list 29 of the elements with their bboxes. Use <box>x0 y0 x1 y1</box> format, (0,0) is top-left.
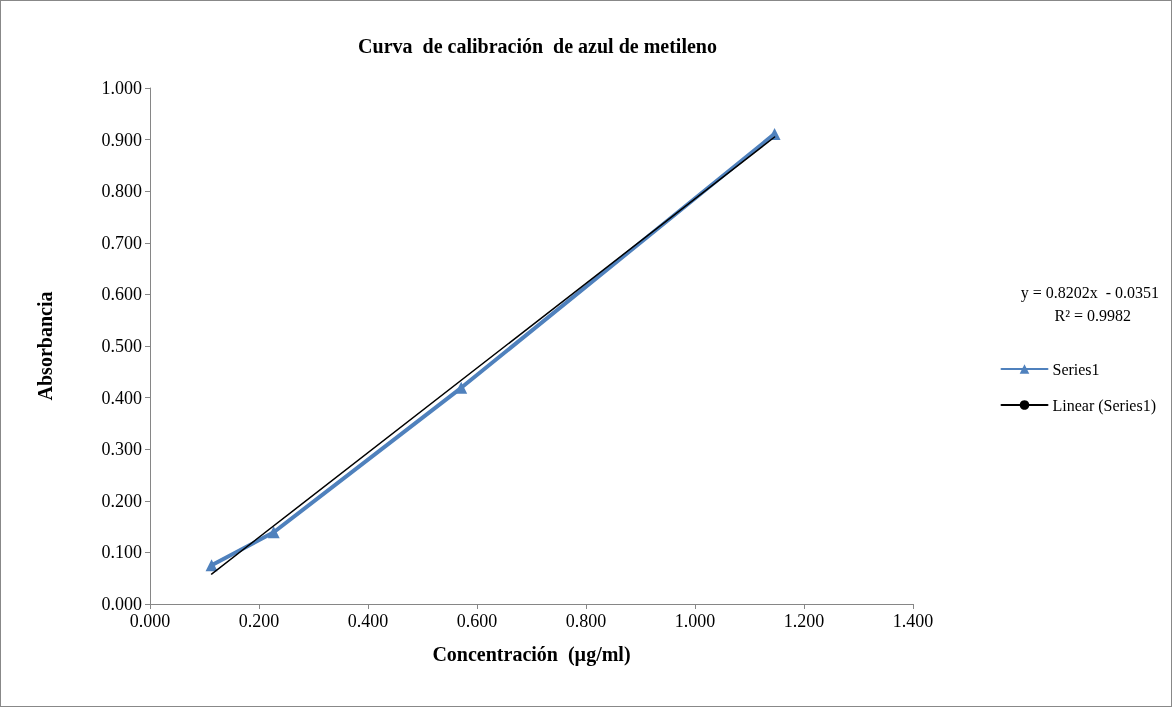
x-tick-label: 0.200 <box>238 611 280 631</box>
x-tick-label: 1.200 <box>783 611 825 631</box>
y-tick-label: 0.700 <box>101 232 142 253</box>
point <box>205 559 218 572</box>
y-tick-label: 0.000 <box>101 594 142 614</box>
y-axis-title: Absorbancia <box>34 291 56 401</box>
x-tick-label: 0.600 <box>456 611 498 631</box>
y-tick-label: 0.600 <box>101 284 142 305</box>
x-tick-label: 0.400 <box>347 611 389 631</box>
y-tick-label: 0.200 <box>101 490 142 511</box>
point <box>267 526 280 539</box>
x-tick-label: 1.400 <box>892 611 934 631</box>
x-axis-title: Concentración (µg/ml) <box>432 643 631 666</box>
chart-title: Curva de calibración de azul de metileno <box>358 35 717 57</box>
x-tick-label: 1.000 <box>674 611 716 631</box>
y-tick-label: 0.400 <box>101 387 142 408</box>
x-tick-label: 0.800 <box>565 611 607 631</box>
legend-label: Series1 <box>1052 360 1100 378</box>
x-tick-label: 0.000 <box>129 611 171 631</box>
y-tick-label: 0.300 <box>101 439 142 460</box>
y-tick-label: 0.500 <box>101 336 142 356</box>
point <box>455 381 468 394</box>
y-tick-label: 0.100 <box>101 542 142 563</box>
y-tick-label: 0.900 <box>101 129 142 150</box>
y-tick-label: 0.800 <box>101 181 142 202</box>
text: y = 0.8202x - 0.0351 <box>1020 283 1160 302</box>
y-tick-label: 1.000 <box>101 78 142 98</box>
text: R² = 0.9982 <box>1054 306 1132 324</box>
legend-label: Linear (Series1) <box>1052 396 1157 415</box>
